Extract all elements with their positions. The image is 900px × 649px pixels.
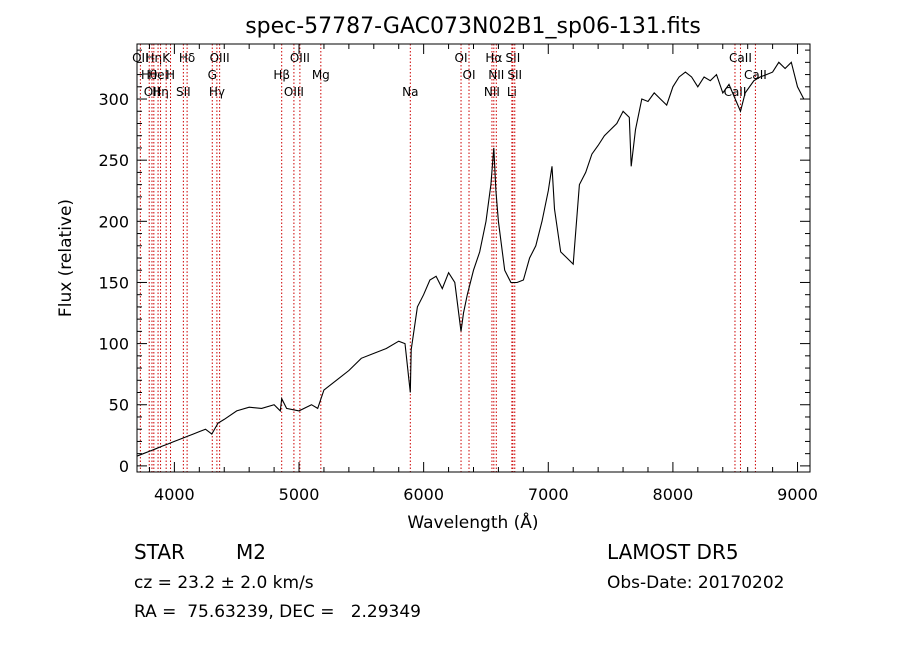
line-id-label: Mg (312, 68, 330, 82)
line-id-label: G (208, 68, 217, 82)
x-tick-label: 5000 (279, 485, 320, 504)
line-id-label: OI (463, 68, 476, 82)
line-id-label: OII (132, 51, 149, 65)
y-tick-label: 300 (98, 90, 129, 109)
coordinates: RA = 75.63239, DEC = 2.29349 (134, 602, 421, 622)
line-id-label: Hβ (273, 68, 290, 82)
line-id-label: Na (402, 85, 418, 99)
line-id-label: OII (144, 85, 161, 99)
y-tick-label: 100 (98, 335, 129, 354)
line-id-label: HeI (148, 68, 168, 82)
y-tick-label: 200 (98, 212, 129, 231)
x-tick-label: 4000 (154, 485, 195, 504)
y-tick-label: 0 (119, 457, 129, 476)
line-id-label: OIII (284, 85, 304, 99)
line-id-label: Hθ (141, 68, 157, 82)
line-id-label: SII (176, 85, 191, 99)
y-tick-label: 150 (98, 273, 129, 292)
line-id-label: Li (507, 85, 517, 99)
x-axis-label: Wavelength (Å) (407, 511, 538, 533)
line-id-label: NII (484, 85, 500, 99)
x-tick-label: 8000 (653, 485, 694, 504)
line-id-label: Hδ (179, 51, 195, 65)
line-id-label: NII (488, 68, 504, 82)
line-id-label: CaII (744, 68, 767, 82)
object-subclass: M2 (236, 540, 266, 564)
line-id-label: OIII (290, 51, 310, 65)
observation-date: Obs-Date: 20170202 (607, 573, 785, 593)
line-id-label: Hγ (209, 85, 225, 99)
y-axis: 0 50 100 150 200 250 300 (98, 49, 810, 476)
plot-frame (136, 43, 811, 473)
spectrum-line (136, 61, 805, 457)
line-id-label: Hη (146, 51, 163, 65)
line-id-label: CaII (729, 51, 752, 65)
x-axis: 4000 5000 6000 7000 8000 9000 (148, 44, 818, 504)
line-id-label: SII (506, 51, 521, 65)
line-id-label: Hα (485, 51, 502, 65)
line-id-label: OIII (210, 51, 230, 65)
y-tick-label: 50 (109, 396, 129, 415)
y-tick-label: 250 (98, 151, 129, 170)
survey-name: LAMOST DR5 (607, 540, 739, 564)
x-tick-label: 7000 (528, 485, 569, 504)
line-id-label: Hη (152, 85, 169, 99)
line-id-label: K (162, 51, 171, 65)
x-tick-label: 9000 (777, 485, 818, 504)
spectrum-series (136, 61, 805, 457)
redshift-value: cz = 23.2 ± 2.0 km/s (134, 573, 314, 593)
line-id-markers: OIIHθOIIHηHeIHηKHSIIHδGHγOIIIHβOIIIOIIIM… (132, 44, 767, 472)
line-id-label: H (166, 68, 175, 82)
object-type: STAR (134, 540, 185, 564)
line-id-label: CaII (724, 85, 747, 99)
line-id-label: SII (507, 68, 522, 82)
x-tick-label: 6000 (403, 485, 444, 504)
chart-title: spec-57787-GAC073N02B1_sp06-131.fits (245, 14, 701, 39)
line-id-label: OI (455, 51, 468, 65)
y-axis-label: Flux (relative) (56, 199, 76, 317)
